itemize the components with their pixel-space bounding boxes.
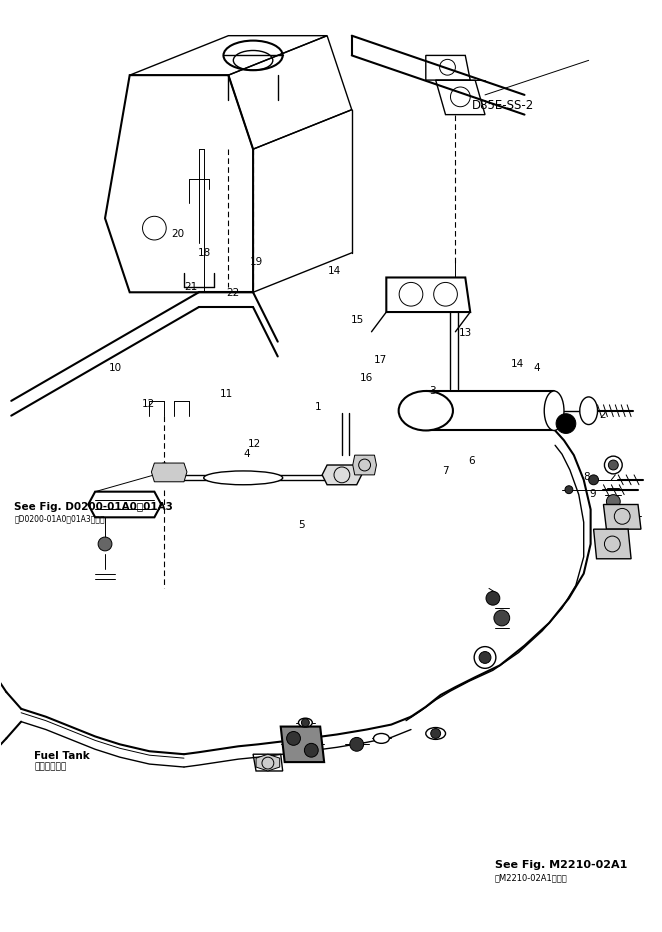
Ellipse shape (204, 471, 283, 485)
Polygon shape (353, 455, 377, 475)
Ellipse shape (373, 733, 389, 744)
Text: Fuel Tank: Fuel Tank (34, 751, 90, 761)
Text: 第D0200-01A0～01A3図参照: 第D0200-01A0～01A3図参照 (15, 514, 105, 524)
Text: 21: 21 (184, 281, 197, 292)
Text: 2: 2 (599, 410, 606, 420)
Text: 17: 17 (374, 355, 387, 365)
Text: 12: 12 (248, 439, 261, 449)
Text: 19: 19 (250, 257, 263, 267)
Ellipse shape (399, 391, 453, 431)
Text: 20: 20 (171, 229, 184, 240)
Circle shape (305, 744, 318, 757)
Polygon shape (322, 465, 361, 485)
Circle shape (98, 537, 112, 551)
Polygon shape (152, 463, 187, 482)
Ellipse shape (426, 728, 446, 739)
Circle shape (494, 610, 510, 626)
Text: 18: 18 (197, 248, 211, 257)
Text: 第M2210-02A1図参照: 第M2210-02A1図参照 (495, 873, 567, 883)
Polygon shape (594, 529, 631, 559)
Circle shape (589, 475, 598, 485)
Text: 12: 12 (142, 400, 155, 409)
Circle shape (301, 719, 309, 727)
Polygon shape (281, 727, 324, 762)
Text: 22: 22 (226, 288, 240, 298)
Text: 4: 4 (243, 449, 250, 459)
Text: 6: 6 (469, 457, 475, 466)
Text: 11: 11 (220, 390, 234, 399)
Text: See Fig. D0200-01A0～01A3: See Fig. D0200-01A0～01A3 (15, 502, 173, 513)
Text: 8: 8 (583, 472, 589, 482)
Circle shape (565, 486, 573, 494)
Ellipse shape (299, 719, 312, 727)
Text: 13: 13 (459, 328, 472, 337)
Circle shape (608, 460, 618, 470)
Text: 5: 5 (299, 520, 305, 530)
Text: 9: 9 (589, 488, 596, 499)
Polygon shape (256, 754, 280, 771)
Circle shape (556, 414, 576, 433)
Text: 3: 3 (430, 386, 436, 395)
Circle shape (158, 463, 171, 477)
Text: 14: 14 (511, 359, 524, 369)
Circle shape (479, 651, 491, 664)
Text: 4: 4 (534, 363, 540, 373)
Text: 1: 1 (315, 402, 322, 412)
Text: 14: 14 (328, 266, 341, 276)
Text: D85E-SS-2: D85E-SS-2 (472, 99, 534, 112)
Text: 16: 16 (359, 373, 373, 383)
Circle shape (350, 737, 363, 751)
Text: フェルタンク: フェルタンク (34, 762, 66, 772)
Text: See Fig. M2210-02A1: See Fig. M2210-02A1 (495, 860, 627, 870)
Text: 10: 10 (109, 363, 122, 374)
Circle shape (287, 732, 301, 746)
Text: 15: 15 (351, 315, 364, 324)
Ellipse shape (580, 397, 598, 425)
Circle shape (486, 591, 500, 605)
Ellipse shape (544, 391, 564, 431)
Text: 7: 7 (442, 466, 449, 475)
Circle shape (431, 729, 441, 738)
Circle shape (606, 495, 620, 509)
Polygon shape (604, 504, 641, 529)
